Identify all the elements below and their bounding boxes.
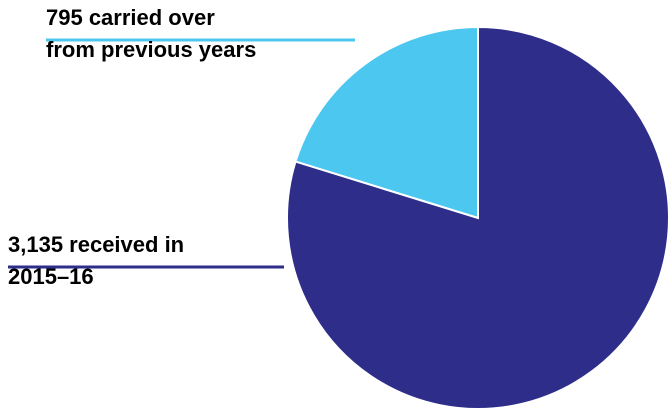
pie-slice-received xyxy=(286,25,669,409)
slice-label-received-line-2: 2015–16 xyxy=(8,264,94,289)
slice-label-carried-over-line-2: from previous years xyxy=(46,37,257,62)
pie-slice-carried-over xyxy=(294,25,479,220)
slice-label-carried-over-line-1: 795 carried over xyxy=(46,5,215,30)
slice-label-received: 3,135 received in 2015–16 xyxy=(8,229,184,293)
slice-label-carried-over: 795 carried over from previous years xyxy=(46,2,256,66)
slice-label-received-line-1: 3,135 received in xyxy=(8,232,185,257)
